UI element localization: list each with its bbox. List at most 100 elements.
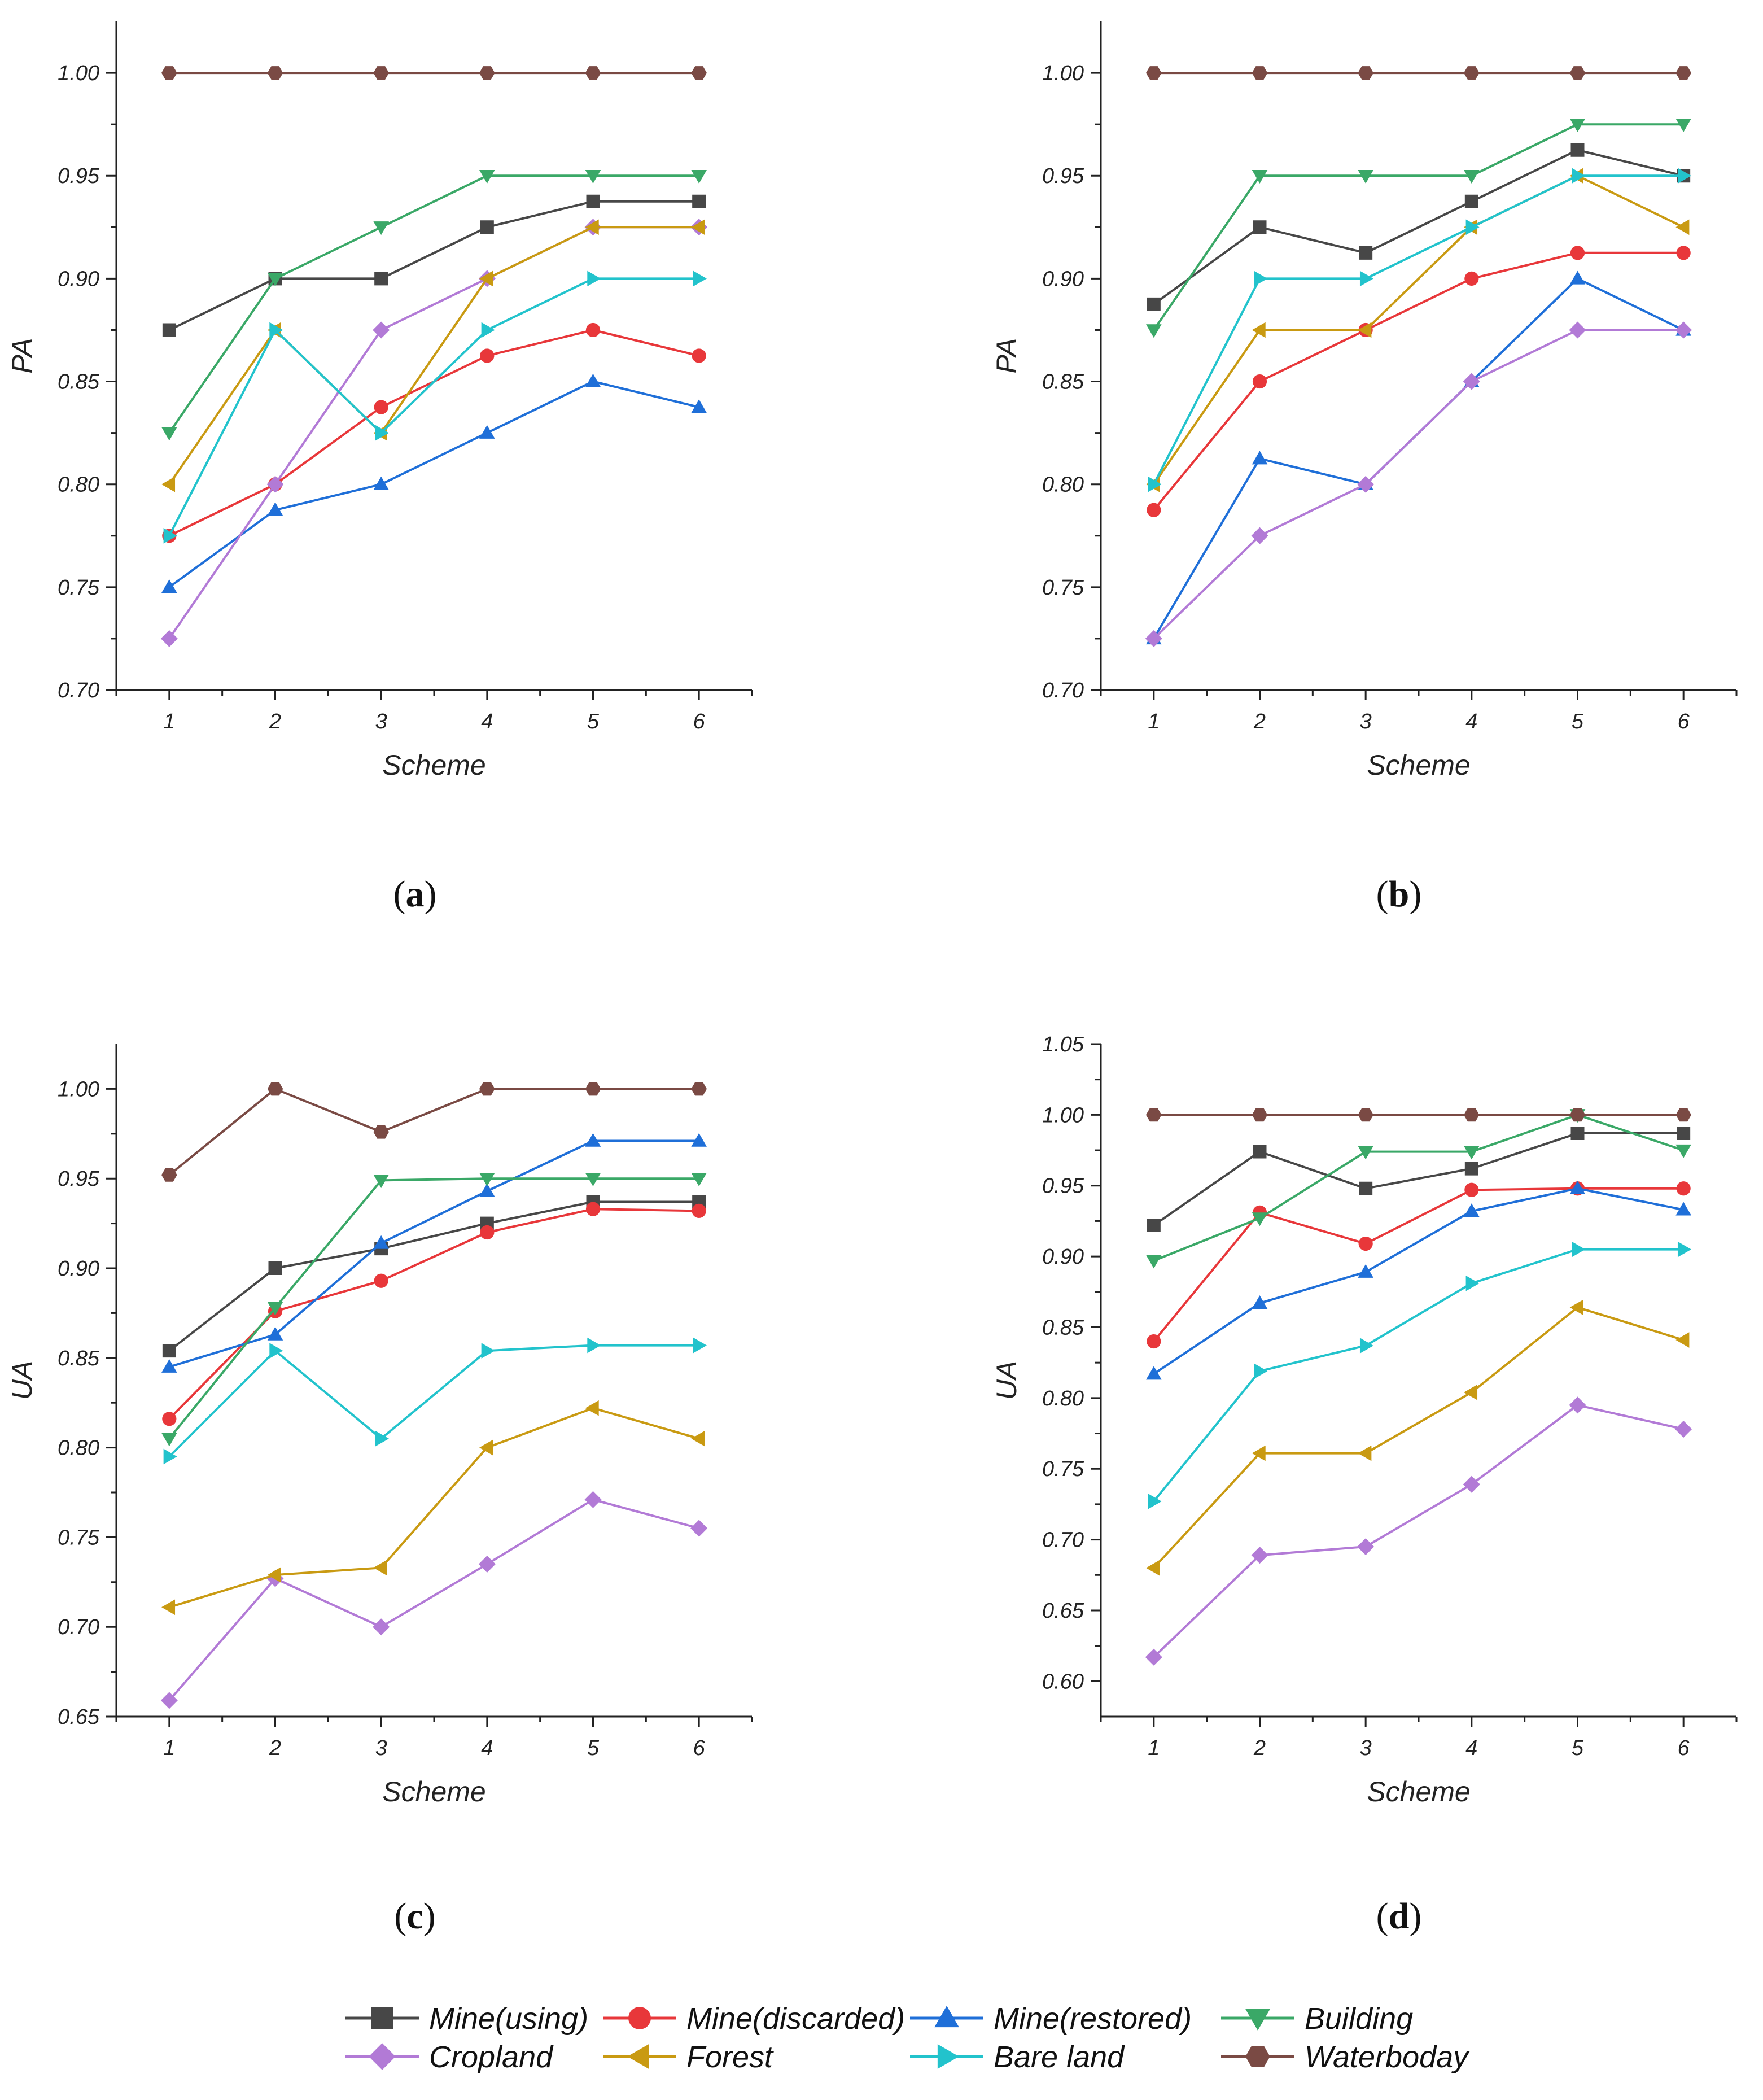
data-point (1357, 1538, 1375, 1556)
x-axis-title: Scheme (1367, 749, 1470, 781)
data-point (586, 194, 600, 208)
series-bare-land (1148, 168, 1691, 492)
chart-panel-b: 0.70 0.75 0.80 0.85 0.90 0.95 1.00 1 2 3 4 5 6 Scheme… (991, 21, 1738, 781)
x-tick-label: 2 (269, 710, 281, 734)
data-point (1569, 1108, 1586, 1122)
x-tick-label: 5 (587, 1736, 600, 1760)
series-bare-land (163, 1337, 707, 1465)
data-point (1252, 374, 1267, 389)
y-tick-label: 1.00 (1042, 62, 1084, 85)
data-point (479, 1439, 493, 1456)
legend-label: Mine(using) (429, 2002, 588, 2036)
data-point (1148, 1494, 1162, 1509)
data-point (1675, 1144, 1691, 1158)
series-line (168, 1344, 699, 1457)
series-waterboday (161, 66, 707, 80)
data-point (585, 322, 601, 338)
data-point (1465, 1275, 1480, 1291)
x-tick-label: 2 (1253, 710, 1266, 734)
x-tick-label: 1 (1148, 1736, 1160, 1760)
legend-label: Forest (686, 2040, 774, 2074)
x-tick-label: 6 (1678, 710, 1690, 734)
series-line (1153, 1306, 1684, 1569)
series-mine-using (162, 1195, 706, 1358)
data-point (692, 1203, 706, 1218)
x-axis-title: Scheme (382, 749, 485, 781)
data-point (1359, 270, 1373, 287)
data-point (1252, 1445, 1266, 1461)
data-point (587, 1337, 601, 1354)
data-point (1677, 1126, 1691, 1140)
series-line (1153, 1187, 1684, 1342)
series-forest (161, 219, 705, 492)
data-point (1464, 170, 1480, 184)
data-point (162, 1412, 177, 1426)
data-point (1572, 168, 1586, 184)
data-point (374, 272, 388, 286)
data-point (1252, 66, 1268, 80)
data-point (1252, 170, 1268, 184)
data-point (1148, 476, 1162, 492)
y-tick-label: 1.05 (1042, 1033, 1084, 1056)
panel-label-d: (d) (1376, 1896, 1422, 1937)
data-point (1146, 1255, 1162, 1269)
data-point (1358, 1445, 1372, 1461)
y-tick-label: 0.70 (58, 1616, 99, 1639)
data-point (585, 1082, 601, 1096)
series-cropland (160, 1491, 708, 1709)
data-point (1254, 1363, 1268, 1379)
panel-label-c: (c) (394, 1896, 435, 1937)
y-axis-title: PA (6, 338, 38, 374)
series-cropland (1145, 1396, 1692, 1666)
y-tick-label: 1.00 (58, 1077, 99, 1101)
y-tick-label: 0.70 (1042, 1529, 1084, 1552)
data-point (691, 399, 707, 413)
data-point (160, 630, 178, 647)
series-building (161, 170, 707, 441)
data-point (584, 1491, 602, 1508)
data-point (161, 1359, 177, 1373)
y-tick-label: 0.95 (1042, 1175, 1084, 1198)
data-point (1464, 66, 1480, 80)
x-tick-label: 3 (375, 710, 387, 734)
x-axis-title: Scheme (1367, 1776, 1470, 1808)
series-line (1153, 329, 1684, 640)
x-tick-label: 3 (375, 1736, 387, 1760)
data-point (1676, 246, 1691, 260)
data-point (1358, 170, 1373, 184)
data-point (585, 1133, 601, 1147)
legend-marker (937, 2044, 959, 2069)
data-point (1252, 1108, 1268, 1122)
data-point (1146, 1560, 1160, 1576)
data-point (374, 1273, 388, 1288)
x-tick-label: 4 (1465, 710, 1477, 734)
x-tick-label: 4 (481, 710, 493, 734)
series-line (168, 200, 699, 331)
data-point (479, 270, 493, 287)
data-point (1358, 1146, 1373, 1160)
data-point (1570, 143, 1585, 157)
legend-label: Mine(discarded) (686, 2002, 905, 2036)
legend-label: Mine(restored) (994, 2002, 1192, 2036)
series-line (1153, 149, 1684, 305)
data-point (585, 1400, 599, 1416)
y-tick-label: 0.60 (1042, 1670, 1084, 1693)
series-line (1153, 251, 1684, 511)
data-point (267, 66, 283, 80)
legend-label: Building (1305, 2002, 1413, 2036)
y-tick-label: 0.80 (1042, 473, 1084, 497)
data-point (480, 348, 495, 363)
y-tick-label: 0.75 (58, 1526, 100, 1549)
data-point (1464, 271, 1479, 286)
data-point (1464, 1203, 1480, 1217)
data-point (163, 527, 177, 544)
series-line (1153, 174, 1684, 485)
data-point (375, 425, 389, 441)
series-bare-land (163, 270, 707, 544)
series-line (168, 1498, 699, 1701)
x-tick-label: 4 (1465, 1736, 1477, 1760)
y-tick-label: 1.00 (1042, 1103, 1084, 1127)
data-point (161, 476, 176, 492)
series-line (168, 1088, 699, 1176)
y-axis-title: UA (991, 1361, 1022, 1400)
